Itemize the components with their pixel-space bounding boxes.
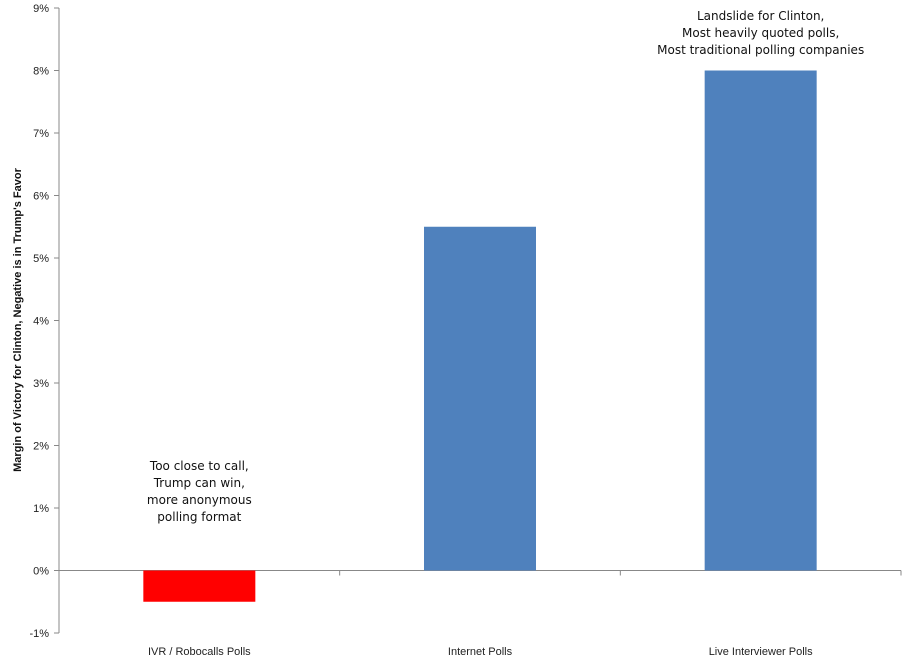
annotation-line: Most traditional polling companies bbox=[657, 43, 864, 57]
annotation: Too close to call, Trump can win, more ano… bbox=[147, 459, 252, 524]
y-ticks: -1% 0% 1% 2% 3% 4% 5% 6% 7% 8% 9% bbox=[29, 3, 59, 640]
y-axis-title-group: Margin of Victory for Clinton, Negative … bbox=[12, 167, 24, 471]
category-label: IVR / Robocalls Polls bbox=[148, 646, 251, 658]
y-tick-label: -1% bbox=[29, 628, 49, 640]
annotation-line: Too close to call, bbox=[149, 459, 249, 473]
category-label: Internet Polls bbox=[448, 646, 513, 658]
y-tick-label: 6% bbox=[33, 191, 49, 203]
annotations: Too close to call, Trump can win, more ano… bbox=[147, 9, 864, 524]
y-tick-label: 9% bbox=[33, 3, 49, 15]
category-labels: IVR / Robocalls Polls Internet Polls Live … bbox=[148, 646, 813, 658]
annotation-line: more anonymous bbox=[147, 493, 252, 507]
bar bbox=[704, 70, 817, 571]
y-tick-label: 2% bbox=[33, 441, 49, 453]
bar bbox=[424, 226, 536, 571]
y-tick-label: 4% bbox=[33, 316, 49, 328]
y-tick-label: 0% bbox=[33, 566, 49, 578]
y-tick-label: 5% bbox=[33, 253, 49, 265]
annotation-line: Most heavily quoted polls, bbox=[682, 26, 839, 40]
bar bbox=[143, 570, 256, 602]
y-tick-label: 3% bbox=[33, 378, 49, 390]
y-tick-label: 8% bbox=[33, 66, 49, 78]
annotation-line: Landslide for Clinton, bbox=[697, 9, 824, 23]
y-axis-title: Margin of Victory for Clinton, Negative … bbox=[12, 167, 24, 471]
y-tick-label: 1% bbox=[33, 503, 49, 515]
bars bbox=[143, 70, 817, 602]
y-tick-label: 7% bbox=[33, 128, 49, 140]
annotation-line: Trump can win, bbox=[153, 476, 245, 490]
annotation-line: polling format bbox=[157, 510, 241, 524]
annotation: Landslide for Clinton, Most heavily quote… bbox=[657, 9, 864, 57]
category-label: Live Interviewer Polls bbox=[709, 646, 813, 658]
